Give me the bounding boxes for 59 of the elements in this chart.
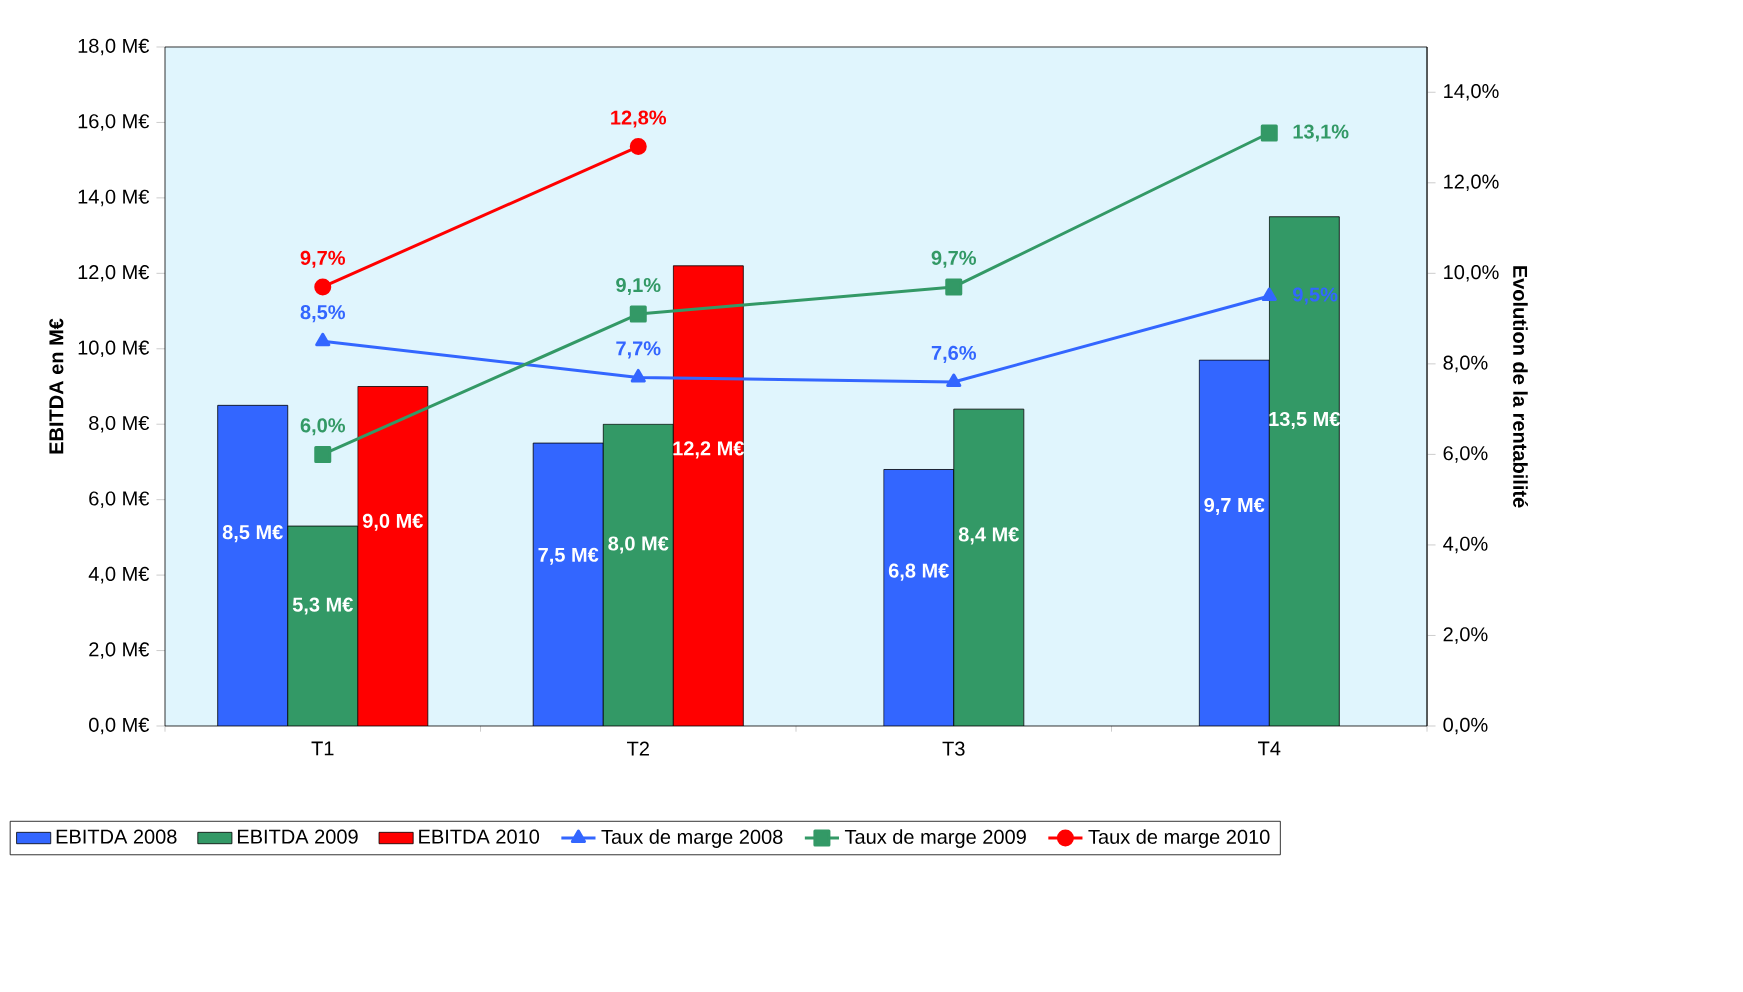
x-tick-label: T4 <box>1258 741 1281 756</box>
data-label: 7,7% <box>616 341 661 359</box>
data-label: 5,3 M€ <box>292 597 353 615</box>
point <box>314 278 332 296</box>
point <box>629 305 647 323</box>
data-label: 9,5% <box>1293 287 1338 305</box>
data-label: 8,4 M€ <box>958 527 1019 545</box>
data-label: 9,7% <box>300 250 346 268</box>
data-label: 7,5 M€ <box>538 547 599 565</box>
x-tick-label: T3 <box>942 741 965 756</box>
data-label: 9,0 M€ <box>362 513 424 531</box>
legend-label: Taux de marge 2010 <box>1088 829 1270 848</box>
legend-label: Taux de marge 2009 <box>844 829 1026 848</box>
point <box>946 373 962 387</box>
x-tick-label: T1 <box>311 741 334 756</box>
data-label: 8,5% <box>300 305 346 323</box>
y2-tick-label: 2,0% <box>1443 627 1488 644</box>
data-label: 7,6% <box>931 345 977 363</box>
y-tick-label: 14,0 M€ <box>78 189 150 207</box>
data-label: 13,5 M€ <box>1269 411 1341 429</box>
data-label: 9,7% <box>931 250 977 268</box>
y-axis-title: EBITDA en M€ <box>49 318 64 454</box>
x-tick-label: T2 <box>627 741 649 756</box>
data-label: 9,7 M€ <box>1204 497 1265 515</box>
data-label: 6,0% <box>300 418 346 436</box>
legend-label: Taux de marge 2008 <box>601 829 783 848</box>
legend-label: EBITDA 2008 <box>56 829 177 844</box>
y-tick-label: 4,0 M€ <box>88 566 150 584</box>
y2-axis-title: Evolution de la rentabilité <box>1513 266 1528 508</box>
point <box>1260 124 1278 142</box>
y2-tick-label: 12,0% <box>1444 174 1499 192</box>
y2-tick-label: 8,0% <box>1443 355 1488 373</box>
y-tick-label: 0,0 M€ <box>89 717 150 735</box>
point <box>629 138 647 156</box>
legend-label: EBITDA 2010 <box>419 829 540 844</box>
point <box>1261 287 1277 301</box>
data-label: 13,1% <box>1293 124 1349 142</box>
data-label: 12,8% <box>611 110 667 128</box>
data-label: 6,8 M€ <box>888 563 949 581</box>
y2-tick-label: 14,0% <box>1444 84 1499 101</box>
legend-label: EBITDA 2009 <box>237 829 358 844</box>
y2-tick-label: 6,0% <box>1443 446 1488 463</box>
y-tick-label: 6,0 M€ <box>89 491 150 508</box>
point <box>945 278 963 296</box>
data-label: 8,5 M€ <box>222 525 283 543</box>
y-tick-label: 12,0 M€ <box>78 265 150 282</box>
y-tick-label: 18,0 M€ <box>78 38 150 56</box>
y-tick-label: 16,0 M€ <box>78 114 150 131</box>
y2-tick-label: 10,0% <box>1444 265 1499 282</box>
y-tick-label: 2,0 M€ <box>89 642 150 659</box>
point <box>315 332 331 347</box>
y-tick-label: 10,0 M€ <box>78 340 150 358</box>
data-label: 9,1% <box>616 277 661 296</box>
y2-tick-label: 4,0% <box>1443 536 1488 554</box>
data-label: 8,0 M€ <box>608 536 669 554</box>
point <box>314 445 332 463</box>
y-tick-label: 8,0 M€ <box>89 415 150 433</box>
y2-tick-label: 0,0% <box>1443 717 1488 735</box>
point <box>630 368 646 383</box>
